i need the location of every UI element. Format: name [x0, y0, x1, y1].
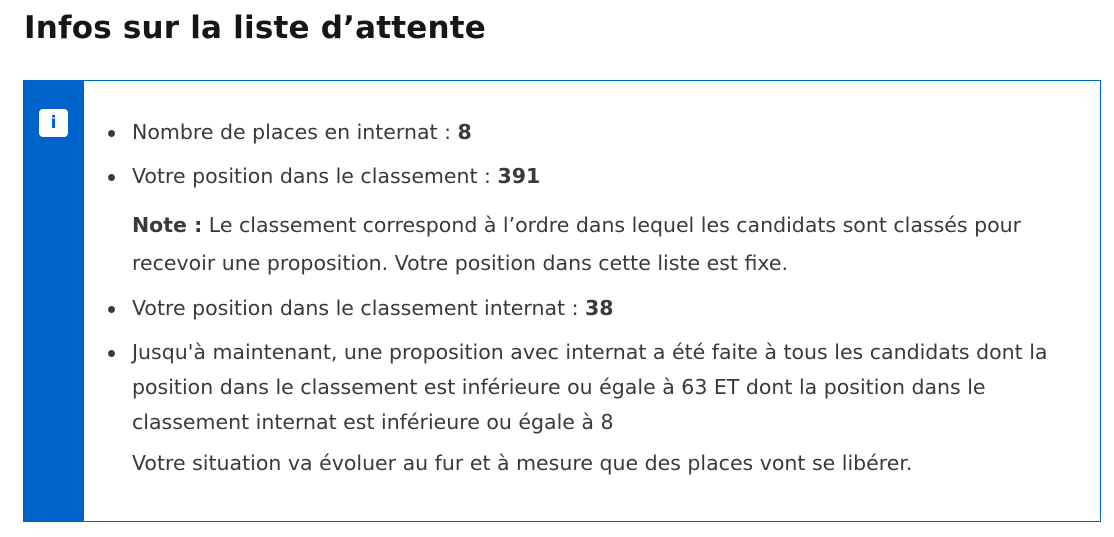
- note-text: Le classement correspond à l’ordre dans …: [132, 213, 1022, 275]
- list-item-position: Votre position dans le classement : 391 …: [108, 159, 1072, 282]
- list-item-internat-places: Nombre de places en internat : 8: [108, 115, 1072, 150]
- item-label: Nombre de places en internat :: [132, 120, 458, 144]
- internat-places-value: 8: [457, 120, 472, 144]
- note-label: Note :: [132, 213, 203, 237]
- item-label: Jusqu'à maintenant, une proposition avec…: [132, 340, 1048, 434]
- callout-accent-bar: i: [24, 81, 84, 521]
- situation-text: Votre situation va évoluer au fur et à m…: [132, 451, 913, 475]
- info-icon: i: [39, 109, 68, 137]
- position-value: 391: [497, 164, 541, 188]
- item-label: Votre position dans le classement intern…: [132, 296, 585, 320]
- page-title: Infos sur la liste d’attente: [24, 10, 486, 46]
- info-list: Nombre de places en internat : 8 Votre p…: [108, 115, 1072, 490]
- ranking-note: Note : Le classement correspond à l’ordr…: [132, 206, 1072, 282]
- internat-position-value: 38: [585, 296, 614, 320]
- item-label: Votre position dans le classement :: [132, 164, 498, 188]
- waitlist-info-callout: i Nombre de places en internat : 8 Votre…: [23, 80, 1101, 522]
- list-item-internat-position: Votre position dans le classement intern…: [108, 291, 1072, 326]
- list-item-proposal-status: Jusqu'à maintenant, une proposition avec…: [108, 335, 1072, 481]
